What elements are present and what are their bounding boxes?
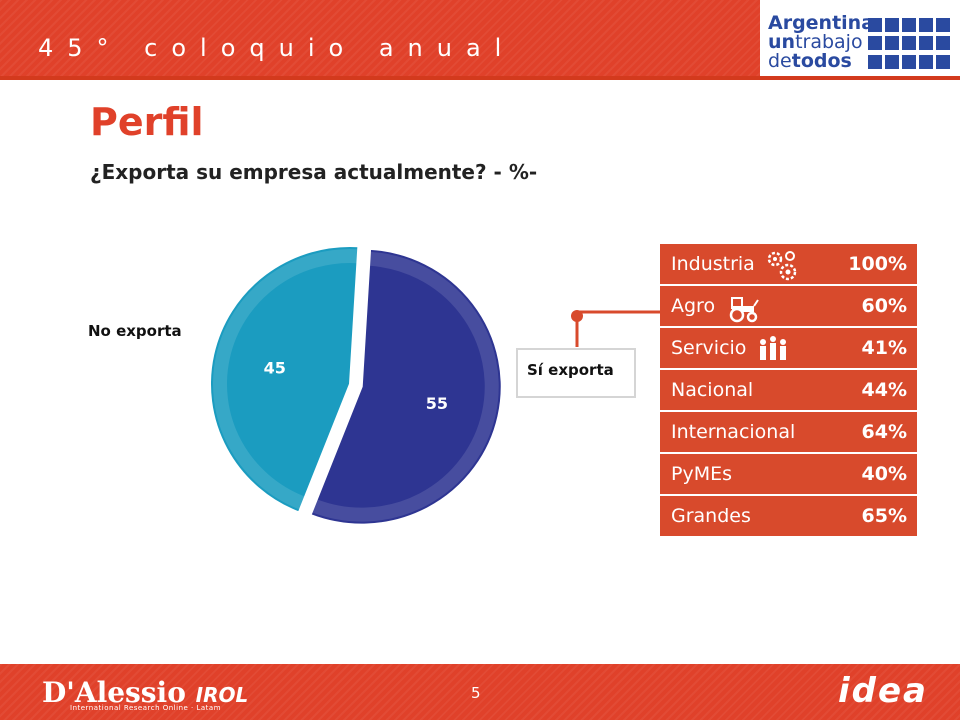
- breakdown-row-nacional: Nacional 44%: [660, 370, 917, 412]
- gears-icon: [764, 248, 798, 282]
- event-label: 45° coloquio anual: [38, 34, 516, 62]
- tractor-icon: [726, 290, 760, 324]
- pie-slice-no-exporta: [209, 245, 360, 514]
- page-title: Perfil: [90, 100, 204, 144]
- export-breakdown-table: Industria 100% Agro 60% Servicio 41% Nacional 4…: [660, 244, 917, 538]
- brand-icon: [936, 54, 950, 69]
- breakdown-row-value: 65%: [861, 505, 907, 527]
- brand-icon-grid: [868, 18, 950, 70]
- brand-icon: [868, 18, 882, 32]
- connector-line: [575, 310, 660, 347]
- breakdown-row-value: 40%: [861, 463, 907, 485]
- si-exporta-label: Sí exporta: [527, 361, 614, 379]
- breakdown-row-agro: Agro 60%: [660, 286, 917, 328]
- pie-slice-sheen: [213, 249, 359, 510]
- breakdown-row-label: Agro: [671, 295, 716, 317]
- pie-slice-sheen: [311, 251, 499, 522]
- breakdown-row-label: Internacional: [671, 421, 796, 443]
- brand-icon: [902, 18, 916, 32]
- breakdown-row-pymes: PyMEs 40%: [660, 454, 917, 496]
- irol-logo-text: IROL: [195, 683, 249, 707]
- header-band: 45° coloquio anual Argentina untrabajo d…: [0, 0, 960, 80]
- brand-icon: [919, 54, 933, 69]
- si-exporta-callout: [516, 348, 636, 398]
- breakdown-row-industria: Industria 100%: [660, 244, 917, 286]
- breakdown-row-value: 44%: [861, 379, 907, 401]
- breakdown-row-value: 60%: [861, 295, 907, 317]
- dalessio-irol-logo: D'Alessio IROL: [42, 676, 248, 709]
- brand-icon: [885, 54, 899, 69]
- breakdown-row-label: Servicio: [671, 337, 747, 359]
- breakdown-row-label: Industria: [671, 253, 755, 275]
- brand-line-2a: un: [768, 31, 796, 53]
- pie-slice-s-exporta: [309, 247, 503, 526]
- brand-icon: [936, 36, 950, 51]
- brand-icon: [868, 36, 882, 51]
- breakdown-row-label: PyMEs: [671, 463, 732, 485]
- header-red-band: 45° coloquio anual: [0, 0, 760, 76]
- brand-icon: [868, 54, 882, 69]
- breakdown-row-grandes: Grandes 65%: [660, 496, 917, 538]
- no-exporta-label: No exporta: [88, 322, 182, 340]
- brand-line-2b: trabajo: [795, 31, 863, 53]
- breakdown-row-value: 41%: [861, 337, 907, 359]
- brand-line-3b: todos: [791, 50, 852, 72]
- breakdown-row-servicio: Servicio 41%: [660, 328, 917, 370]
- brand-text: Argentina untrabajo detodos: [768, 14, 874, 71]
- breakdown-row-internacional: Internacional 64%: [660, 412, 917, 454]
- breakdown-row-label: Nacional: [671, 379, 754, 401]
- brand-icon: [919, 36, 933, 51]
- people-icon: [756, 332, 790, 366]
- dalessio-logo-text: D'Alessio: [42, 676, 186, 709]
- breakdown-row-value: 64%: [861, 421, 907, 443]
- brand-icon: [885, 18, 899, 32]
- brand-icon: [902, 36, 916, 51]
- pie-chart: 55 45: [209, 245, 503, 526]
- brand-icon: [885, 36, 899, 51]
- pie-value-label: 55: [426, 394, 448, 413]
- page-subtitle: ¿Exporta su empresa actualmente? - %-: [90, 160, 538, 184]
- breakdown-row-value: 100%: [848, 253, 907, 275]
- page-number: 5: [471, 684, 481, 702]
- footer-band: [0, 664, 960, 720]
- idea-logo: idea: [838, 671, 928, 711]
- brand-icon: [902, 54, 916, 69]
- pie-value-label: 45: [264, 359, 286, 378]
- argentina-brand-logo: Argentina untrabajo detodos: [760, 0, 960, 76]
- brand-icon: [936, 18, 950, 32]
- connector-dot: [571, 310, 583, 322]
- dalessio-logo-subtitle: International Research Online · Latam: [70, 704, 222, 712]
- brand-icon: [919, 18, 933, 32]
- breakdown-row-label: Grandes: [671, 505, 751, 527]
- callout-connector: [571, 310, 660, 347]
- brand-line-1: Argentina: [768, 12, 875, 34]
- brand-line-3a: de: [768, 50, 792, 72]
